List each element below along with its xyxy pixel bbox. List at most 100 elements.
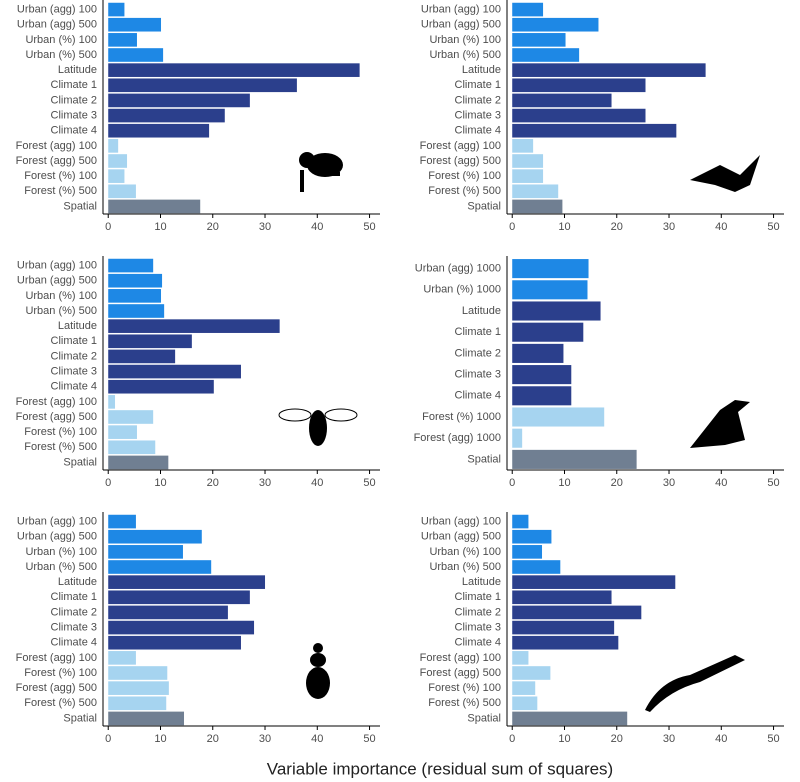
bar [108, 696, 167, 711]
y-tick-label: Urban (%) 500 [25, 49, 97, 61]
x-tick-label: 0 [105, 221, 111, 233]
bar [108, 33, 137, 47]
bar [108, 334, 192, 349]
bar [108, 258, 154, 273]
bar [108, 575, 266, 589]
bar [512, 184, 559, 199]
y-tick-label: Spatial [467, 712, 501, 724]
x-tick-label: 50 [363, 221, 375, 233]
beetle-silhouette [306, 643, 330, 699]
y-tick-label: Forest (%) 500 [24, 697, 97, 709]
x-tick-label: 30 [663, 477, 675, 489]
y-tick-label: Forest (agg) 1000 [414, 432, 501, 444]
y-tick-label: Urban (agg) 500 [17, 275, 97, 287]
y-tick-label: Urban (%) 100 [25, 34, 97, 46]
bar [108, 455, 169, 470]
bar [108, 681, 169, 695]
x-tick-label: 0 [509, 477, 515, 489]
bar [108, 123, 210, 138]
bar [512, 407, 605, 427]
y-tick-label: Urban (%) 100 [25, 290, 97, 302]
y-tick-label: Climate 3 [455, 369, 501, 381]
bar [108, 545, 183, 559]
x-tick-label: 30 [663, 221, 675, 233]
y-tick-label: Climate 1 [455, 591, 501, 603]
y-tick-label: Climate 4 [51, 637, 97, 649]
y-tick-label: Climate 4 [51, 381, 97, 393]
x-tick-label: 10 [558, 221, 570, 233]
y-tick-label: Climate 2 [51, 606, 97, 618]
y-tick-label: Climate 1 [51, 79, 97, 91]
x-tick-label: 20 [207, 221, 219, 233]
x-tick-label: 20 [611, 221, 623, 233]
x-tick-label: 40 [715, 221, 727, 233]
y-tick-label: Spatial [63, 712, 97, 724]
bar [512, 711, 628, 726]
bar [108, 78, 297, 93]
bar [512, 199, 563, 214]
y-tick-label: Climate 1 [455, 79, 501, 91]
bar [512, 154, 544, 168]
bar [512, 428, 523, 448]
y-tick-label: Climate 3 [455, 109, 501, 121]
bar [512, 666, 551, 680]
y-tick-label: Forest (%) 500 [428, 697, 501, 709]
bar [512, 280, 588, 300]
y-tick-label: Urban (%) 500 [429, 49, 501, 61]
bar [512, 635, 619, 650]
y-tick-label: Forest (agg) 500 [420, 667, 501, 679]
y-tick-label: Latitude [58, 576, 97, 588]
x-tick-label: 30 [259, 477, 271, 489]
bar [108, 349, 176, 364]
y-tick-label: Climate 4 [455, 390, 501, 402]
bar [108, 154, 128, 168]
y-tick-label: Latitude [58, 320, 97, 332]
bar [108, 440, 156, 455]
y-tick-label: Forest (%) 100 [428, 170, 501, 182]
bar [512, 560, 561, 574]
bar [108, 108, 225, 123]
x-tick-label: 40 [715, 733, 727, 745]
bar [512, 529, 552, 544]
y-tick-label: Forest (%) 100 [24, 667, 97, 679]
bar [108, 711, 185, 726]
y-tick-label: Climate 1 [51, 335, 97, 347]
y-tick-label: Forest (%) 500 [24, 441, 97, 453]
bar [512, 139, 534, 153]
y-tick-label: Forest (agg) 500 [16, 411, 97, 423]
bar [512, 449, 637, 469]
x-tick-label: 50 [363, 733, 375, 745]
x-tick-label: 10 [558, 477, 570, 489]
bar [512, 63, 706, 77]
bar [108, 319, 280, 333]
y-tick-label: Climate 4 [455, 125, 501, 137]
y-tick-label: Forest (%) 100 [24, 170, 97, 182]
y-tick-label: Climate 2 [455, 94, 501, 106]
x-tick-label: 50 [767, 221, 779, 233]
y-tick-label: Forest (agg) 100 [16, 396, 97, 408]
bar [108, 620, 255, 635]
bar [108, 48, 164, 62]
y-tick-label: Spatial [63, 200, 97, 212]
bar [108, 139, 119, 153]
y-tick-label: Urban (agg) 500 [421, 531, 501, 543]
y-tick-label: Forest (%) 100 [428, 682, 501, 694]
y-tick-label: Climate 3 [455, 621, 501, 633]
bar [512, 2, 544, 17]
x-tick-label: 50 [363, 477, 375, 489]
bar [512, 620, 615, 635]
x-tick-label: 30 [259, 221, 271, 233]
lizard-silhouette [645, 655, 745, 712]
bar [108, 395, 116, 409]
y-tick-label: Climate 3 [51, 109, 97, 121]
bar [512, 514, 529, 529]
x-tick-label: 0 [105, 477, 111, 489]
x-axis-label: Variable importance (residual sum of squ… [267, 759, 613, 778]
y-tick-label: Forest (%) 500 [428, 185, 501, 197]
y-tick-label: Urban (agg) 1000 [415, 263, 501, 275]
y-tick-label: Forest (%) 1000 [422, 411, 501, 423]
y-tick-label: Urban (%) 500 [429, 561, 501, 573]
bird-silhouette [690, 400, 750, 448]
bar [108, 169, 125, 183]
y-tick-label: Urban (agg) 100 [421, 3, 501, 15]
